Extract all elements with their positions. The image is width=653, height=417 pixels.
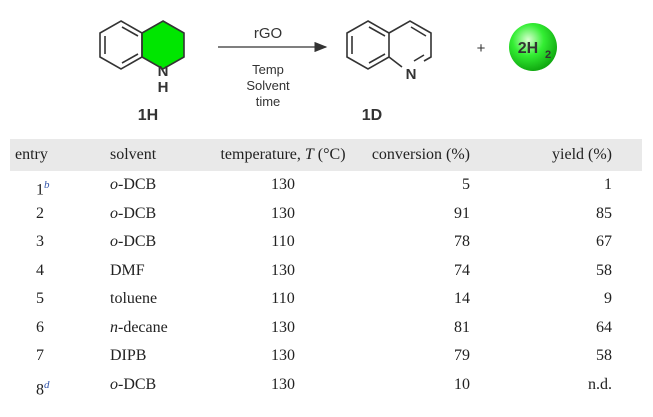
table-header bbox=[10, 139, 642, 171]
cell-solvent: DMF bbox=[110, 261, 145, 279]
header-entry: entry bbox=[15, 146, 48, 163]
cell-conversion: 5 bbox=[462, 176, 470, 193]
cell-entry: 2 bbox=[36, 204, 44, 222]
cell-yield: 64 bbox=[596, 318, 612, 336]
header-temperature: temperature, T (°C) bbox=[220, 146, 346, 163]
cell-temperature: 110 bbox=[271, 290, 295, 307]
cell-solvent: n-decane bbox=[110, 318, 168, 336]
reactant-1H-structure bbox=[99, 20, 185, 70]
nh-h: H bbox=[158, 79, 169, 96]
cell-yield: 9 bbox=[604, 290, 612, 307]
cell-entry: 3 bbox=[36, 233, 44, 250]
cell-solvent: toluene bbox=[110, 290, 158, 307]
svg-text:time: time bbox=[256, 94, 281, 109]
cell-yield: 85 bbox=[596, 204, 612, 222]
cell-temperature: 130 bbox=[271, 347, 295, 364]
cell-conversion: 10 bbox=[454, 375, 470, 393]
cell-conversion: 91 bbox=[454, 204, 470, 222]
reaction-scheme: N H 1H rGO Temp Solvent time N 1D + 2H 2 bbox=[99, 20, 557, 124]
cell-conversion: 79 bbox=[454, 347, 470, 364]
svg-text:Solvent: Solvent bbox=[246, 78, 290, 93]
cell-temperature: 130 bbox=[271, 176, 295, 193]
cell-conversion: 74 bbox=[454, 261, 470, 279]
cell-entry: 5 bbox=[36, 290, 44, 307]
cell-yield: 58 bbox=[596, 261, 612, 279]
cell-entry: 7 bbox=[36, 347, 44, 364]
cell-temperature: 130 bbox=[271, 204, 295, 222]
cell-yield: n.d. bbox=[588, 375, 612, 393]
header-conversion: conversion (%) bbox=[371, 146, 470, 163]
cell-solvent: DIPB bbox=[110, 347, 147, 364]
nh-n: N bbox=[158, 63, 169, 80]
cell-conversion: 14 bbox=[454, 290, 470, 307]
cell-solvent: o-DCB bbox=[110, 375, 157, 393]
cell-entry: 6 bbox=[36, 318, 44, 336]
header-solvent: solvent bbox=[110, 146, 157, 163]
cell-solvent: o-DCB bbox=[110, 233, 157, 250]
cell-entry: 8d bbox=[36, 378, 50, 398]
cell-solvent: o-DCB bbox=[110, 176, 157, 193]
header-yield: yield (%) bbox=[552, 146, 612, 163]
cell-conversion: 81 bbox=[454, 318, 470, 336]
product-n: N bbox=[406, 66, 417, 83]
cell-conversion: 78 bbox=[454, 233, 470, 250]
cell-yield: 58 bbox=[596, 347, 612, 364]
cell-entry: 1b bbox=[36, 179, 50, 199]
product-label: 1D bbox=[362, 107, 382, 124]
svg-text:2: 2 bbox=[545, 49, 551, 61]
catalyst: rGO bbox=[254, 25, 282, 42]
svg-text:Temp: Temp bbox=[252, 62, 284, 77]
cell-yield: 1 bbox=[604, 176, 612, 193]
reactant-label: 1H bbox=[138, 107, 158, 124]
cell-temperature: 130 bbox=[271, 375, 295, 393]
cell-entry: 4 bbox=[36, 261, 44, 279]
product-1D-structure bbox=[346, 20, 432, 70]
cell-solvent: o-DCB bbox=[110, 204, 157, 222]
plus-sign: + bbox=[477, 40, 486, 57]
cell-temperature: 130 bbox=[271, 318, 295, 336]
hydrogen-label: 2H bbox=[518, 40, 538, 57]
cell-yield: 67 bbox=[596, 233, 612, 250]
cell-temperature: 110 bbox=[271, 233, 295, 250]
cell-temperature: 130 bbox=[271, 261, 295, 279]
hydrogen-sphere bbox=[509, 23, 557, 71]
